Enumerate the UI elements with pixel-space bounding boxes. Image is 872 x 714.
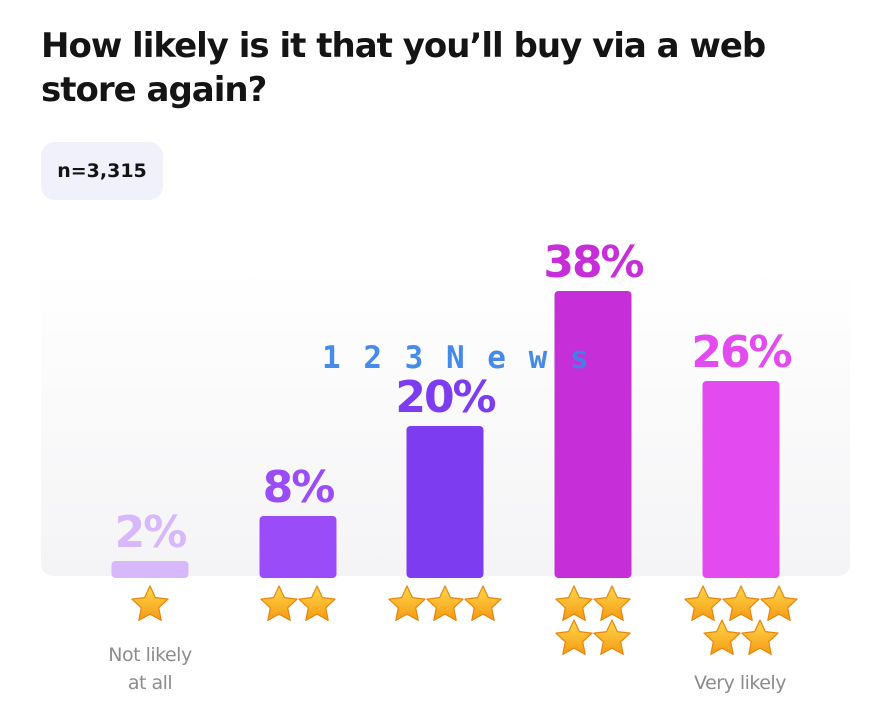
star-rating-2 — [260, 585, 336, 621]
star-icon — [703, 619, 741, 655]
x-label-very-likely: Very likely — [694, 672, 786, 694]
star-icon — [741, 619, 779, 655]
bar-2 — [259, 516, 337, 578]
value-label-2: 8% — [263, 462, 335, 513]
star-icon — [684, 585, 722, 621]
watermark-text: 1 2 3 N e w s — [322, 340, 591, 376]
star-icon — [464, 585, 502, 621]
star-icon — [722, 585, 760, 621]
value-label-4: 38% — [543, 237, 643, 288]
star-icon — [131, 585, 169, 621]
sample-size-badge: n=3,315 — [41, 142, 163, 200]
star-rating-4 — [555, 585, 631, 655]
star-icon — [555, 585, 593, 621]
star-icon — [593, 585, 631, 621]
star-rating-5 — [684, 585, 798, 655]
value-label-3: 20% — [395, 372, 495, 423]
bar-1 — [111, 561, 189, 578]
star-icon — [298, 585, 336, 621]
star-icon — [555, 619, 593, 655]
star-icon — [426, 585, 464, 621]
star-rating-1 — [131, 585, 169, 621]
x-label-not-likely: Not likely at all — [108, 644, 192, 694]
bar-4 — [554, 291, 632, 578]
bar-5 — [702, 381, 780, 578]
star-icon — [388, 585, 426, 621]
star-rating-3 — [388, 585, 502, 621]
star-icon — [593, 619, 631, 655]
star-icon — [760, 585, 798, 621]
bar-3 — [406, 426, 484, 578]
star-icon — [260, 585, 298, 621]
value-label-1: 2% — [115, 507, 187, 558]
page-title: How likely is it that you’ll buy via a w… — [41, 26, 766, 110]
value-label-5: 26% — [691, 327, 791, 378]
